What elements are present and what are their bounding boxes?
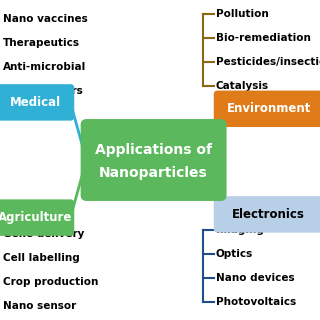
Text: Optics: Optics [216, 249, 253, 260]
Text: Nanoparticles: Nanoparticles [99, 166, 208, 180]
Text: Imaging: Imaging [216, 225, 264, 236]
Text: Agriculture: Agriculture [0, 211, 72, 224]
Text: Nano devices: Nano devices [216, 273, 295, 284]
Text: Photovoltaics: Photovoltaics [216, 297, 296, 308]
Text: Therapeutics: Therapeutics [3, 38, 80, 48]
Text: Crop production: Crop production [3, 276, 99, 287]
Text: Nano vaccines: Nano vaccines [3, 14, 88, 24]
Text: Electronics: Electronics [232, 208, 305, 221]
Text: Medical: Medical [10, 96, 61, 109]
FancyBboxPatch shape [214, 91, 320, 127]
FancyBboxPatch shape [214, 196, 320, 233]
Text: Bio-remediation: Bio-remediation [216, 33, 311, 44]
Text: Catalysis: Catalysis [216, 81, 269, 92]
FancyBboxPatch shape [81, 119, 227, 201]
Text: Anti-microbial: Anti-microbial [3, 62, 86, 72]
Text: Pesticides/insecticides: Pesticides/insecticides [216, 57, 320, 68]
Text: Applications of: Applications of [95, 143, 212, 157]
Text: Pollution: Pollution [216, 9, 269, 20]
Text: Cell labelling: Cell labelling [3, 252, 80, 263]
Text: Nano carriers: Nano carriers [3, 86, 83, 96]
Text: Gene delivery: Gene delivery [3, 228, 84, 239]
FancyBboxPatch shape [0, 199, 74, 236]
FancyBboxPatch shape [0, 84, 74, 121]
Text: Nano sensor: Nano sensor [3, 300, 76, 311]
Text: Environment: Environment [227, 102, 311, 115]
